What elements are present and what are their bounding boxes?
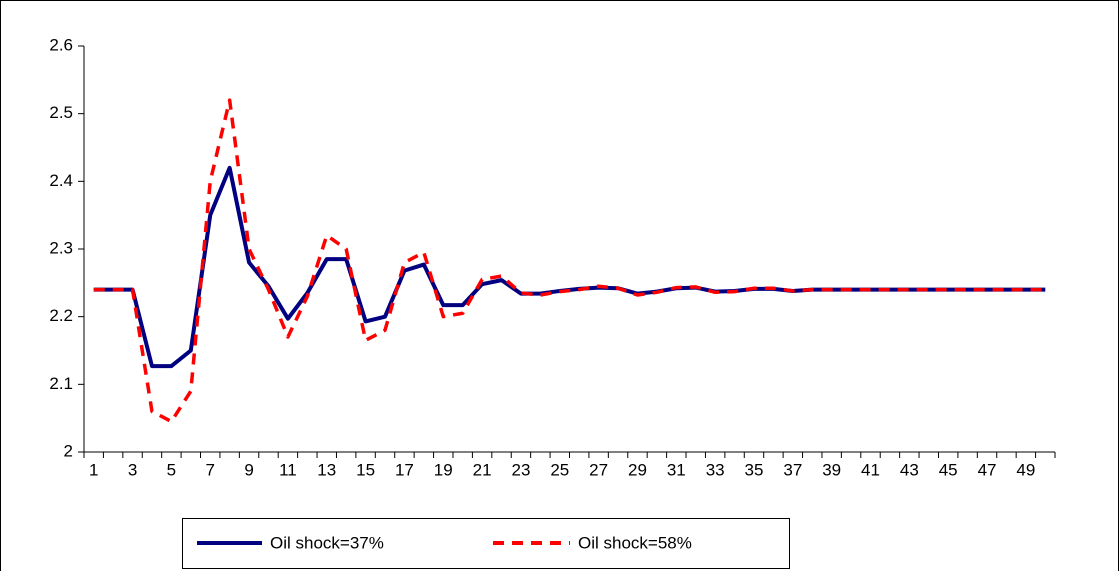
x-tick-label: 23 — [511, 460, 530, 479]
legend-label: Oil shock=37% — [270, 533, 384, 552]
x-tick-label: 5 — [167, 460, 176, 479]
x-tick-label: 41 — [861, 460, 880, 479]
x-tick-label: 43 — [900, 460, 919, 479]
x-tick-label: 7 — [205, 460, 214, 479]
x-tick-label: 1 — [89, 460, 98, 479]
x-tick-label: 33 — [706, 460, 725, 479]
x-tick-label: 21 — [473, 460, 492, 479]
x-tick-label: 37 — [783, 460, 802, 479]
y-tick-label: 2.5 — [49, 103, 73, 122]
x-tick-label: 25 — [550, 460, 569, 479]
x-tick-label: 11 — [279, 460, 297, 479]
x-tick-label: 15 — [356, 460, 375, 479]
y-tick-label: 2.6 — [49, 35, 73, 54]
x-tick-label: 17 — [395, 460, 414, 479]
y-tick-label: 2 — [64, 441, 73, 460]
y-tick-label: 2.4 — [49, 171, 73, 190]
x-tick-label: 45 — [939, 460, 958, 479]
x-tick-label: 47 — [978, 460, 997, 479]
x-tick-label: 49 — [1016, 460, 1035, 479]
x-tick-label: 19 — [434, 460, 453, 479]
x-tick-label: 9 — [244, 460, 253, 479]
legend-label: Oil shock=58% — [578, 533, 692, 552]
y-tick-label: 2.2 — [49, 306, 73, 325]
series-line — [93, 98, 1046, 424]
x-tick-label: 27 — [589, 460, 608, 479]
x-tick-label: 13 — [317, 460, 336, 479]
x-tick-label: 29 — [628, 460, 647, 479]
y-tick-label: 2.1 — [49, 374, 73, 393]
y-tick-label: 2.3 — [49, 238, 73, 257]
x-tick-label: 31 — [667, 460, 686, 479]
x-tick-label: 39 — [822, 460, 841, 479]
x-tick-label: 3 — [128, 460, 137, 479]
legend-box — [182, 518, 790, 569]
x-tick-label: 35 — [745, 460, 764, 479]
